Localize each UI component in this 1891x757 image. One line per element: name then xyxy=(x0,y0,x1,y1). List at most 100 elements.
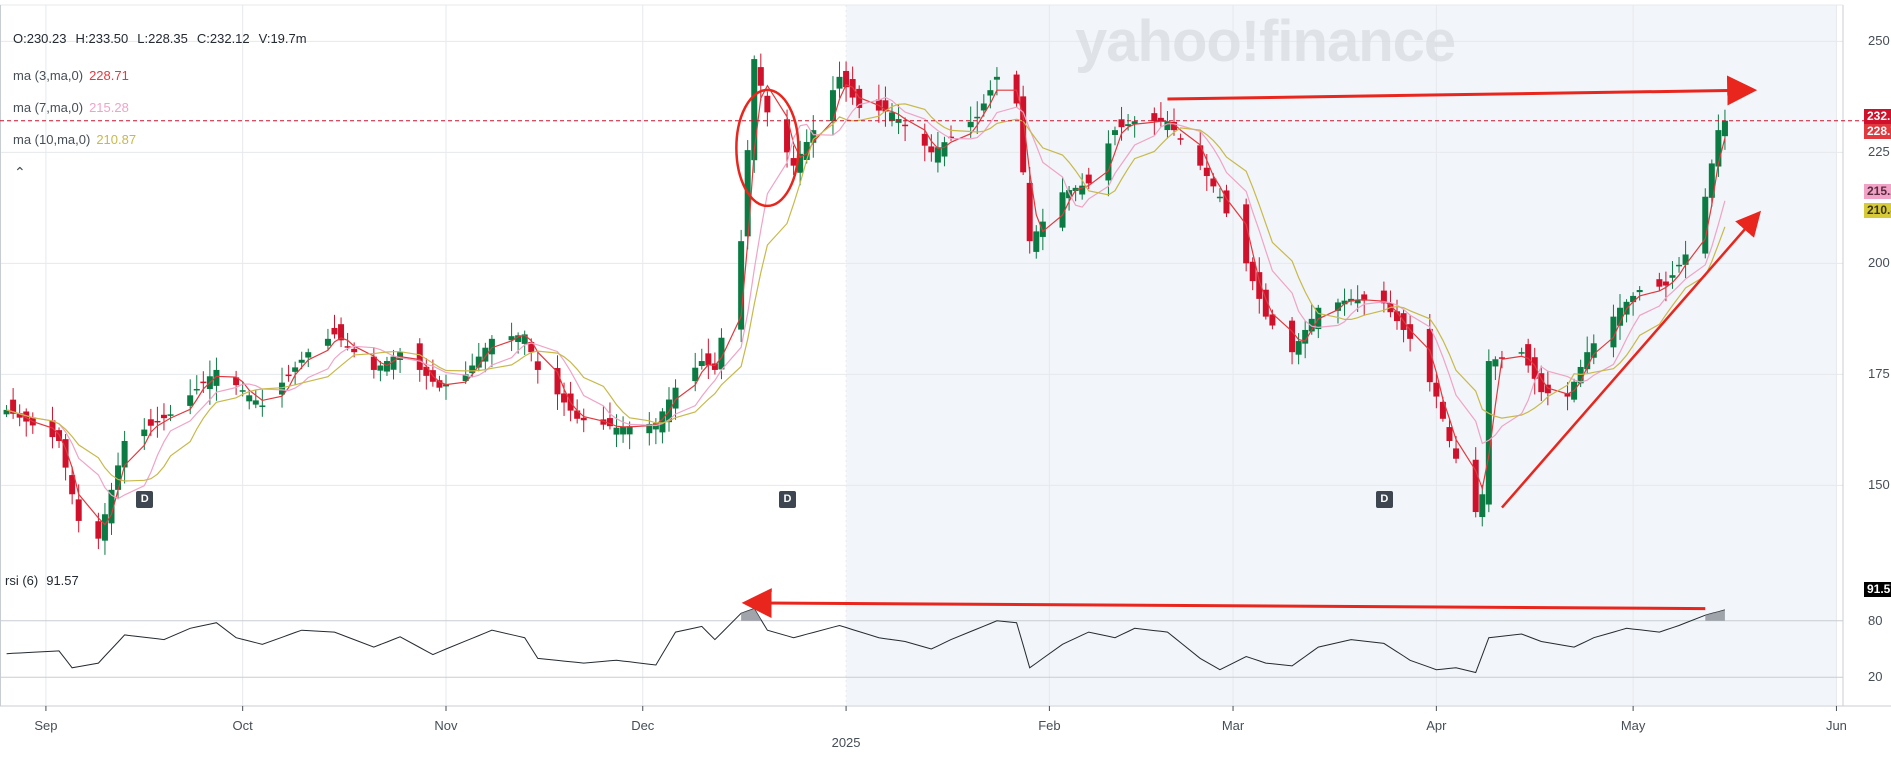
candle-body xyxy=(1426,328,1433,383)
candle-body xyxy=(442,384,449,387)
candle-body xyxy=(1118,119,1125,128)
candle-body xyxy=(843,70,850,88)
candle-body xyxy=(1708,163,1715,198)
candle-body xyxy=(233,377,240,386)
candle-body xyxy=(1617,307,1624,326)
candle-body xyxy=(606,418,613,427)
candle-body xyxy=(1662,281,1669,286)
rsi-overbought-fill xyxy=(1705,609,1725,621)
candle-body xyxy=(1479,494,1486,518)
candle-body xyxy=(561,393,568,403)
x-tick-label: Nov xyxy=(434,718,458,733)
candle-body xyxy=(482,347,489,362)
candle-body xyxy=(475,356,482,368)
rsi-value: 91.57 xyxy=(46,573,79,588)
candle-body xyxy=(344,346,351,348)
dividend-marker[interactable]: D xyxy=(136,491,154,508)
candle-body xyxy=(1721,120,1728,137)
candle-body xyxy=(574,410,581,419)
candle-body xyxy=(711,363,718,370)
candle-body xyxy=(672,387,679,409)
ma10-legend[interactable]: ma (10,ma,0) 210.87 xyxy=(13,132,136,147)
candle-body xyxy=(1380,290,1387,304)
candle-body xyxy=(305,352,312,358)
collapse-legend-icon[interactable]: ⌃ xyxy=(14,164,26,180)
candle-body xyxy=(1630,295,1637,303)
candle-body xyxy=(1249,261,1256,282)
candle-body xyxy=(1072,187,1079,192)
candle-body xyxy=(718,337,725,370)
candle-body xyxy=(1334,302,1341,311)
candle-body xyxy=(160,414,167,419)
candle-body xyxy=(829,90,836,122)
dividend-marker[interactable]: D xyxy=(1375,491,1393,508)
candle-body xyxy=(980,103,987,111)
candle-body xyxy=(1308,318,1315,332)
candle-body xyxy=(1105,143,1112,181)
candle-body xyxy=(101,514,108,541)
annotation-arrow-rsi xyxy=(741,588,1706,619)
candle-body xyxy=(1394,311,1401,322)
candle-body xyxy=(974,116,981,119)
candle-body xyxy=(279,382,286,395)
candle-body xyxy=(1289,320,1296,353)
candle-body xyxy=(331,327,338,335)
dividend-marker[interactable]: D xyxy=(779,491,797,508)
ma10-label: ma (10,ma,0) xyxy=(13,132,91,147)
candle-body xyxy=(856,88,863,108)
candle-body xyxy=(1210,178,1217,187)
volume-value: V:19.7m xyxy=(258,31,307,46)
price-tick-label: 200 xyxy=(1868,255,1890,271)
plain-region-2024 xyxy=(0,5,847,705)
candle-body xyxy=(370,356,377,370)
candle-body xyxy=(69,475,76,495)
x-tick-label: Apr xyxy=(1426,718,1447,733)
candle-body xyxy=(1702,196,1709,254)
open-value: O:230.23 xyxy=(13,31,67,46)
candle-body xyxy=(790,158,797,166)
ohlc-header: O:230.23 H:233.50 L:228.35 C:232.12 V:19.7m xyxy=(13,31,316,46)
candle-body xyxy=(1577,366,1584,384)
candle-body xyxy=(193,388,200,391)
rsi-line xyxy=(6,607,1726,674)
candle-body xyxy=(554,368,561,395)
candle-body xyxy=(751,59,758,161)
candle-body xyxy=(298,359,305,363)
candle-body xyxy=(1485,361,1492,505)
candle-body xyxy=(948,136,955,139)
ma3-legend[interactable]: ma (3,ma,0) 228.71 xyxy=(13,68,129,83)
candle-body xyxy=(390,356,397,370)
candle-body xyxy=(764,95,771,113)
rsi-label: rsi (6) xyxy=(5,573,39,588)
candle-body xyxy=(1177,138,1184,140)
candle-body xyxy=(1525,344,1532,366)
candle-body xyxy=(692,367,699,382)
candle-body xyxy=(239,390,246,392)
candle-body xyxy=(1636,290,1643,293)
candle-body xyxy=(1020,96,1027,173)
candle-body xyxy=(987,90,994,96)
candle-body xyxy=(1439,401,1446,419)
ma3-badge: 228.71 xyxy=(1864,124,1891,139)
candle-body xyxy=(928,146,935,153)
candle-body xyxy=(1361,294,1368,301)
candle-body xyxy=(1354,299,1361,304)
candle-body xyxy=(1564,393,1571,397)
candle-body xyxy=(626,426,633,435)
candle-body xyxy=(1131,121,1138,125)
candle-body xyxy=(1433,382,1440,397)
candle-body xyxy=(1223,190,1230,214)
ma10-value: 210.87 xyxy=(96,132,137,147)
candle-body xyxy=(600,419,607,425)
candle-body xyxy=(620,426,627,435)
candle-body xyxy=(757,67,764,86)
candle-body xyxy=(10,399,17,414)
candle-body xyxy=(1216,196,1223,199)
candle-body xyxy=(16,413,23,418)
rsi-legend[interactable]: rsi (6) 91.57 xyxy=(5,573,79,588)
ma7-legend[interactable]: ma (7,ma,0) 215.28 xyxy=(13,100,129,115)
price-tick-label: 250 xyxy=(1868,33,1890,49)
candle-body xyxy=(1472,459,1479,513)
candle-body xyxy=(488,338,495,355)
